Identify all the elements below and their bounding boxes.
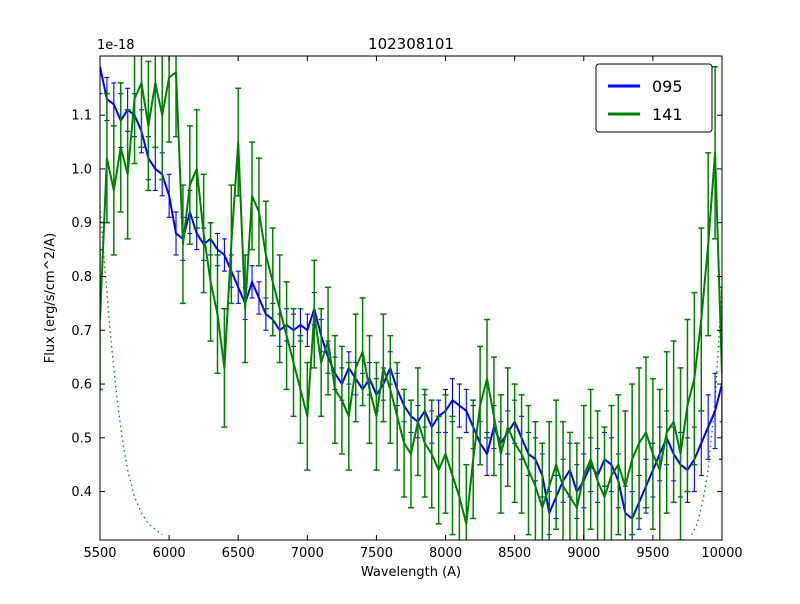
x-tick-label: 8000 (429, 546, 462, 561)
x-tick-label: 10000 (701, 546, 742, 561)
x-tick-label: 6500 (222, 546, 255, 561)
legend: 095 141 (595, 63, 713, 133)
x-tick-label: 5500 (83, 546, 116, 561)
x-tick-label: 7000 (291, 546, 324, 561)
x-tick-label: 7500 (360, 546, 393, 561)
y-tick-label: 1.0 (71, 162, 92, 177)
chart-title: 102308101 (368, 35, 454, 53)
legend-label-095: 095 (652, 77, 683, 96)
y-tick-label: 1.1 (71, 109, 92, 124)
sensitivity-curve (100, 206, 163, 536)
x-tick-label: 9500 (636, 546, 669, 561)
y-axis-offset-label: 1e-18 (97, 38, 135, 53)
y-tick-label: 0.5 (71, 431, 92, 446)
x-tick-label: 6000 (153, 546, 186, 561)
sensitivity-curve (691, 287, 722, 535)
y-tick-label: 0.6 (71, 378, 92, 393)
series-line-141 (100, 71, 722, 525)
y-tick-label: 0.8 (71, 270, 92, 285)
legend-label-141: 141 (652, 105, 683, 124)
plot-series-area (100, 56, 722, 540)
y-tick-label: 0.7 (71, 324, 92, 339)
axes-frame (99, 55, 723, 541)
axis-tick-labels: 5500 6000 6500 7000 7500 8000 8500 9000 9500 1000… (71, 109, 742, 561)
y-tick-label: 0.9 (71, 216, 92, 231)
y-axis-label: Flux (erg/s/cm^2/A) (43, 233, 58, 363)
x-tick-label: 8500 (498, 546, 531, 561)
y-tick-label: 0.4 (71, 485, 92, 500)
axis-ticks (99, 56, 723, 540)
x-axis-label: Wavelength (A) (361, 565, 461, 580)
x-tick-label: 9000 (567, 546, 600, 561)
